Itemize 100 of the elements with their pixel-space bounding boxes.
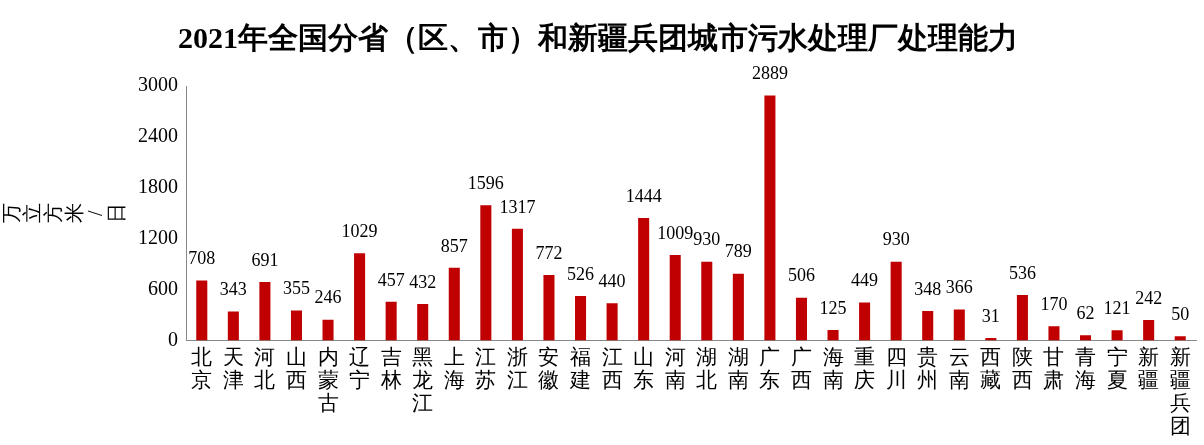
x-tick-label: 河北 — [254, 344, 276, 392]
x-tick-label: 青海 — [1075, 344, 1097, 392]
x-tick-label: 辽宁 — [349, 344, 371, 392]
x-tick-label: 内蒙古 — [317, 344, 339, 415]
x-tick-label: 吉林 — [379, 344, 402, 392]
bar — [953, 309, 965, 341]
data-label: 348 — [914, 278, 942, 299]
data-label: 246 — [314, 287, 342, 308]
x-tick-label: 安徽 — [538, 344, 560, 392]
data-label: 125 — [819, 297, 847, 318]
data-label: 50 — [1171, 304, 1190, 325]
x-tick-label: 北京 — [191, 344, 213, 392]
data-label: 930 — [693, 229, 721, 250]
x-tick-label: 黑龙江 — [412, 344, 434, 415]
bar — [354, 253, 366, 341]
x-tick-label: 重庆 — [854, 344, 876, 392]
data-label: 708 — [188, 248, 216, 269]
bar — [795, 297, 807, 341]
data-label: 930 — [882, 229, 910, 250]
x-tick-label: 甘肃 — [1043, 344, 1065, 392]
x-tick-label: 湖南 — [727, 344, 749, 392]
x-tick-label: 浙江 — [506, 344, 528, 392]
chart-title: 2021年全国分省（区、市）和新疆兵团城市污水处理厂处理能力 — [178, 20, 1018, 54]
data-label: 1444 — [625, 185, 662, 206]
data-label: 526 — [567, 263, 595, 284]
data-label: 789 — [724, 241, 752, 262]
bar — [606, 303, 618, 341]
bar — [827, 329, 839, 341]
y-tick-label: 2400 — [138, 124, 178, 147]
y-axis-title: 万立方米/日 — [0, 203, 127, 224]
bar — [290, 310, 302, 341]
bar — [1016, 295, 1028, 341]
x-tick-label: 广东 — [759, 344, 781, 392]
bar — [890, 261, 902, 341]
bar — [480, 205, 492, 341]
x-tick-label: 陕西 — [1011, 344, 1033, 392]
data-label: 506 — [787, 265, 815, 286]
y-tick-label: 0 — [168, 327, 178, 350]
bar — [701, 261, 713, 341]
bar — [322, 319, 334, 341]
bar — [543, 275, 555, 341]
bar — [259, 281, 271, 341]
bar — [227, 311, 239, 341]
data-label: 691 — [251, 249, 279, 270]
x-tick-label: 广西 — [790, 344, 812, 392]
x-tick-label: 天津 — [222, 344, 244, 392]
x-tick-label: 新疆兵团 — [1169, 344, 1191, 438]
data-label: 457 — [377, 269, 405, 290]
x-tick-label: 西藏 — [980, 344, 1002, 392]
data-label: 355 — [282, 278, 310, 299]
bar — [1048, 326, 1060, 341]
x-tick-label: 海南 — [822, 344, 844, 392]
data-label: 1596 — [467, 172, 504, 193]
bar — [732, 273, 744, 341]
data-label: 772 — [535, 242, 563, 263]
data-label: 366 — [945, 277, 973, 298]
data-label: 432 — [409, 271, 437, 292]
bar — [575, 295, 587, 341]
y-tick-label: 600 — [148, 276, 178, 299]
x-tick-label: 上海 — [443, 344, 465, 392]
bar — [196, 280, 208, 341]
bar — [385, 301, 397, 341]
y-tick-label: 3000 — [138, 73, 178, 96]
x-tick-label: 山西 — [285, 344, 307, 392]
data-label: 170 — [1040, 293, 1068, 314]
bar — [1143, 320, 1155, 341]
data-label: 2889 — [751, 63, 788, 84]
y-tick-label: 1200 — [138, 226, 178, 249]
x-tick-label: 宁夏 — [1106, 344, 1128, 392]
x-tick-label: 贵州 — [917, 344, 939, 392]
x-tick-label: 云南 — [948, 344, 970, 392]
bar — [1174, 336, 1186, 341]
data-label: 343 — [219, 279, 247, 300]
data-label: 857 — [440, 235, 468, 256]
data-label: 242 — [1135, 287, 1163, 308]
x-tick-label: 山东 — [633, 344, 655, 392]
data-label: 121 — [1103, 298, 1131, 319]
bar — [1080, 335, 1092, 341]
x-tick-label: 新疆 — [1138, 344, 1160, 392]
bar — [511, 228, 523, 341]
bar — [448, 267, 460, 341]
x-tick-label: 河南 — [664, 344, 686, 392]
bar — [417, 303, 429, 341]
data-label: 536 — [1008, 262, 1036, 283]
bar — [922, 311, 934, 341]
data-label: 1029 — [341, 221, 378, 242]
x-tick-label: 江西 — [601, 344, 623, 392]
bar — [638, 218, 650, 341]
x-tick-label: 江苏 — [475, 344, 497, 392]
data-label: 449 — [851, 270, 879, 291]
bar — [859, 302, 871, 341]
data-label: 1009 — [657, 222, 694, 243]
bar — [669, 254, 681, 341]
bar — [764, 95, 776, 341]
data-label: 31 — [981, 305, 1000, 326]
x-tick-label: 四川 — [885, 344, 907, 392]
data-label: 1317 — [499, 196, 536, 217]
y-tick-label: 1800 — [138, 175, 178, 198]
x-tick-label: 福建 — [569, 344, 592, 392]
bar — [1111, 330, 1123, 341]
